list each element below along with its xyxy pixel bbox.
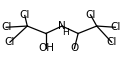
Text: Cl: Cl (20, 10, 30, 21)
Text: N: N (58, 21, 66, 31)
Text: Cl: Cl (110, 22, 121, 32)
Text: Cl: Cl (5, 37, 15, 47)
Text: Cl: Cl (85, 10, 96, 20)
Text: H: H (62, 28, 69, 37)
Text: OH: OH (38, 43, 54, 53)
Text: Cl: Cl (1, 22, 11, 32)
Text: Cl: Cl (106, 37, 117, 47)
Text: O: O (70, 43, 78, 53)
